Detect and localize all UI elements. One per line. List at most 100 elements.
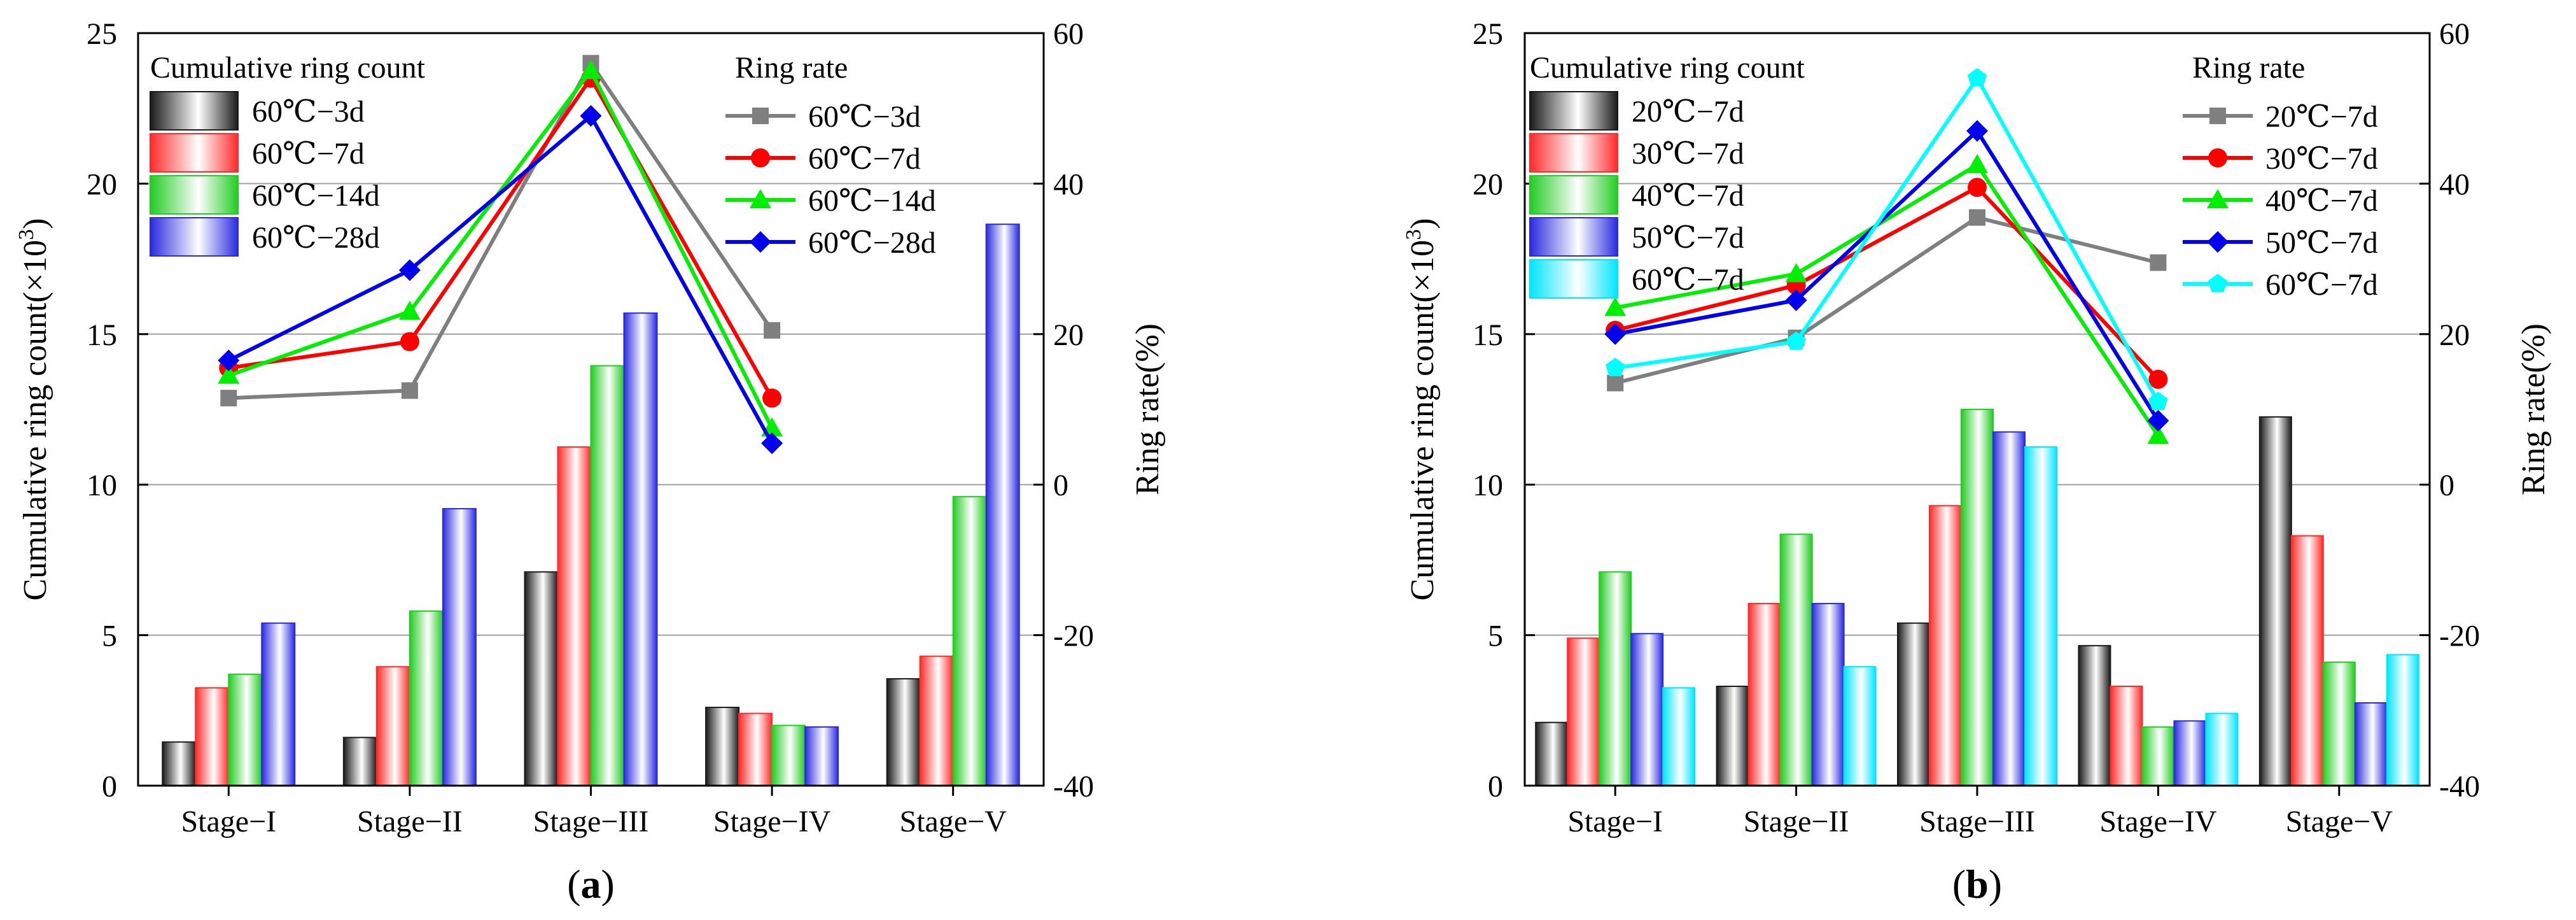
point-60℃−28d-Stage−III xyxy=(580,105,602,127)
legend-swatch-60℃−7d xyxy=(1529,259,1618,299)
bar-60℃−3d-Stage−II xyxy=(342,737,377,787)
panel-label: (b) xyxy=(1952,861,2002,907)
bar-60℃−3d-Stage−I xyxy=(162,741,197,786)
bar-60℃−7d-Stage−V xyxy=(919,655,954,787)
y2-axis-label: Ring rate(%) xyxy=(1130,323,1166,495)
y-tick-label: 15 xyxy=(87,318,117,352)
bar-60℃−28d-Stage−I xyxy=(261,622,296,786)
bar-60℃−14d-Stage−IV xyxy=(771,725,806,786)
y-tick-label: 10 xyxy=(1473,469,1503,502)
bar-60℃−7d-Stage−I xyxy=(195,687,230,786)
y2-tick-label: 0 xyxy=(2439,469,2454,502)
y-axis-label: Cumulative ring count(×103) xyxy=(1402,218,1441,601)
y-tick-label: 15 xyxy=(1473,318,1503,352)
y-tick-label: 25 xyxy=(1473,17,1503,51)
legend-label-bar: 40℃−7d xyxy=(1632,179,1744,213)
bar-50℃−7d-Stage−IV xyxy=(2173,720,2207,787)
point-60℃−3d-Stage−I xyxy=(220,390,237,407)
legend-marker-60℃−7d xyxy=(2208,274,2228,292)
legend-swatch-60℃−14d xyxy=(150,175,239,215)
legend-marker-50℃−7d xyxy=(2207,231,2229,253)
bar-20℃−7d-Stage−III xyxy=(1897,622,1930,786)
bar-60℃−7d-Stage−IV xyxy=(2205,712,2239,786)
x-tick-label: Stage−IV xyxy=(2099,805,2217,839)
bar-60℃−7d-Stage−III xyxy=(2024,446,2057,786)
line-30℃−7d xyxy=(1614,185,2160,381)
point-60℃−3d-Stage−IV xyxy=(764,322,781,339)
line-60℃−7d xyxy=(228,74,774,399)
panel-b: 0 5 10 15 20 25 -40 -20 0 20 40 60 Stage−I Stage−II St… xyxy=(1402,17,2552,907)
legend-marker-60℃−14d xyxy=(750,189,771,208)
legend-swatch-50℃−7d xyxy=(1529,217,1618,257)
y2-tick-label: -40 xyxy=(2439,770,2480,803)
legend-label-line: 60℃−14d xyxy=(808,184,936,218)
y2-tick-label: 0 xyxy=(1053,469,1068,502)
legend-label-bar: 60℃−28d xyxy=(252,221,380,255)
legend-marker-60℃−3d xyxy=(752,108,769,124)
x-tick-label: Stage−V xyxy=(900,805,1007,839)
point-30℃−7d-Stage−IV xyxy=(2148,369,2168,389)
point-60℃−7d-Stage−II xyxy=(1786,331,1806,350)
bar-60℃−3d-Stage−III xyxy=(524,571,559,786)
x-tick-label: Stage−II xyxy=(1744,805,1849,839)
bar-60℃−7d-Stage−II xyxy=(1843,666,1877,787)
bar-60℃−28d-Stage−III xyxy=(623,312,658,787)
bar-60℃−28d-Stage−II xyxy=(442,508,477,786)
legend-swatch-60℃−3d xyxy=(150,91,239,131)
y2-tick-label: -20 xyxy=(2439,619,2480,653)
point-60℃−7d-Stage−I xyxy=(1606,358,1625,376)
legend-marker-40℃−7d xyxy=(2207,189,2229,208)
legend-label-bar: 60℃−3d xyxy=(252,95,365,129)
y-tick-label: 20 xyxy=(1473,167,1503,201)
legend-marker-60℃−7d xyxy=(751,148,770,167)
y2-tick-label: -40 xyxy=(1053,770,1094,803)
legend-label-line: 40℃−7d xyxy=(2265,184,2378,218)
legend-label-line: 50℃−7d xyxy=(2265,226,2378,260)
bar-20℃−7d-Stage−IV xyxy=(2078,645,2111,787)
bar-legend-title: Cumulative ring count xyxy=(1530,51,1805,85)
y-tick-label: 5 xyxy=(102,619,117,653)
bar-40℃−7d-Stage−I xyxy=(1599,571,1632,786)
point-60℃−3d-Stage−II xyxy=(401,382,418,399)
point-50℃−7d-Stage−IV xyxy=(2147,409,2169,432)
legend-label-bar: 20℃−7d xyxy=(1632,95,1744,129)
line-60℃−28d xyxy=(227,113,774,444)
y-tick-label: 25 xyxy=(87,17,117,51)
y2-tick-label: 40 xyxy=(2439,167,2470,201)
bar-30℃−7d-Stage−IV xyxy=(2110,685,2143,786)
legend-marker-30℃−7d xyxy=(2208,148,2227,167)
legend-label-line: 60℃−7d xyxy=(2265,268,2378,302)
bar-40℃−7d-Stage−IV xyxy=(2141,726,2175,786)
legend-swatch-40℃−7d xyxy=(1529,175,1618,215)
point-60℃−28d-Stage−IV xyxy=(761,432,783,455)
legend-label-line: 60℃−3d xyxy=(808,100,921,134)
legend-label-bar: 60℃−7d xyxy=(1632,263,1744,297)
point-60℃−14d-Stage−I xyxy=(218,364,240,384)
legend-label-line: 60℃−7d xyxy=(808,142,921,176)
bar-20℃−7d-Stage−I xyxy=(1535,721,1569,787)
line-50℃−7d xyxy=(1614,128,2160,422)
point-60℃−7d-Stage−III xyxy=(1967,67,1987,87)
point-50℃−7d-Stage−I xyxy=(1604,323,1627,345)
point-60℃−14d-Stage−III xyxy=(580,60,602,80)
bar-40℃−7d-Stage−III xyxy=(1961,409,1994,786)
bar-60℃−28d-Stage−V xyxy=(985,223,1020,786)
point-40℃−7d-Stage−II xyxy=(1785,263,1807,283)
point-60℃−28d-Stage−II xyxy=(398,259,421,281)
bar-50℃−7d-Stage−I xyxy=(1630,633,1664,787)
legend-label-line: 60℃−28d xyxy=(808,226,936,260)
bar-60℃−7d-Stage−V xyxy=(2386,654,2419,787)
bar-60℃−14d-Stage−I xyxy=(228,674,263,786)
point-60℃−7d-Stage−IV xyxy=(762,388,782,408)
point-60℃−28d-Stage−I xyxy=(218,350,240,372)
bar-60℃−14d-Stage−V xyxy=(952,496,987,786)
bar-60℃−28d-Stage−IV xyxy=(804,726,839,786)
point-40℃−7d-Stage−I xyxy=(1604,297,1627,316)
bar-60℃−7d-Stage−IV xyxy=(738,712,773,786)
point-40℃−7d-Stage−III xyxy=(1966,153,1988,173)
bar-60℃−14d-Stage−II xyxy=(409,610,444,786)
bar-legend-title: Cumulative ring count xyxy=(150,51,426,85)
bar-30℃−7d-Stage−II xyxy=(1747,602,1781,786)
legend-label-bar: 60℃−7d xyxy=(252,137,365,171)
